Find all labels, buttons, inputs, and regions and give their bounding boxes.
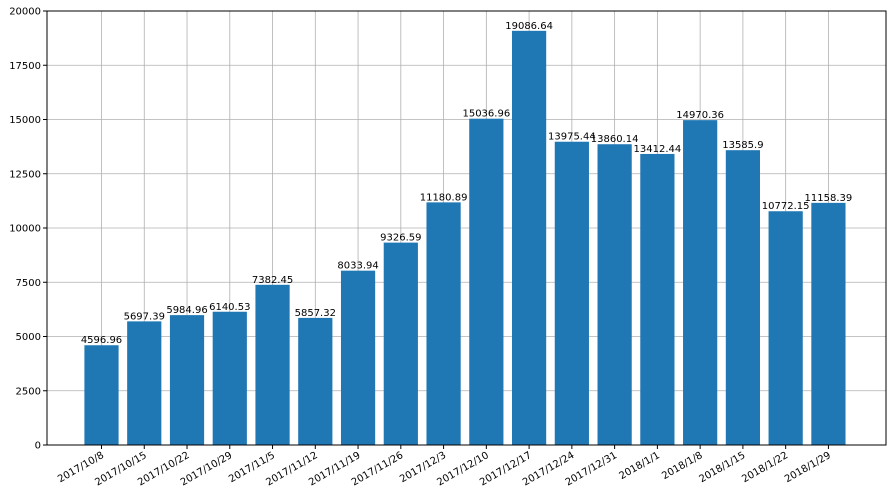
x-tick-label: 2018/1/15 xyxy=(697,450,747,485)
bars xyxy=(84,30,846,445)
y-tick-label: 17500 xyxy=(9,61,41,72)
bar xyxy=(469,118,504,445)
y-tick-label: 0 xyxy=(35,441,41,452)
bar-value-label: 4596.96 xyxy=(81,335,122,346)
bar xyxy=(298,317,333,445)
bar-value-label: 8033.94 xyxy=(337,261,378,272)
y-tick-label: 20000 xyxy=(9,7,41,18)
y-axis-ticks: 0 2500 5000 7500 10000 12500 15000 17500 20000 xyxy=(9,7,47,452)
y-tick-label: 5000 xyxy=(16,332,41,343)
x-tick-label: 2018/1/22 xyxy=(740,450,790,485)
bar-value-label: 6140.53 xyxy=(209,302,250,313)
bar xyxy=(255,284,290,445)
bar xyxy=(84,345,119,445)
bar-value-label: 9326.59 xyxy=(380,233,421,244)
bar-value-label: 5697.39 xyxy=(124,311,165,322)
bar xyxy=(512,30,547,445)
bar xyxy=(340,270,376,445)
bar-value-label: 5984.96 xyxy=(166,305,207,316)
x-axis-ticks: 2017/10/82017/10/152017/10/222017/10/292… xyxy=(56,445,833,488)
bar xyxy=(127,321,162,445)
y-tick-label: 12500 xyxy=(9,169,41,180)
x-tick-label: 2018/1/1 xyxy=(617,450,661,482)
y-tick-label: 7500 xyxy=(16,278,41,289)
bar-value-label: 10772.15 xyxy=(762,201,810,212)
bar-value-label: 13412.44 xyxy=(634,144,682,155)
plot-frame xyxy=(46,10,887,446)
bar xyxy=(212,311,247,445)
bar-value-label: 11180.89 xyxy=(420,192,468,203)
bar xyxy=(683,120,718,445)
y-tick-label: 10000 xyxy=(9,224,41,235)
bar xyxy=(426,202,461,445)
bar-value-label: 19086.64 xyxy=(505,21,553,32)
bar xyxy=(597,144,632,445)
bar xyxy=(169,315,205,445)
bar-value-label: 5857.32 xyxy=(295,308,336,319)
bar-value-label: 13975.44 xyxy=(548,132,596,143)
bar xyxy=(640,153,675,445)
bar-value-label: 7382.45 xyxy=(252,275,293,286)
bar-value-label: 11158.39 xyxy=(805,193,853,204)
bar xyxy=(383,242,418,445)
bar-value-label: 14970.36 xyxy=(676,110,724,121)
bar xyxy=(811,202,846,445)
bar xyxy=(554,141,589,445)
bar-value-label: 13585.9 xyxy=(722,140,763,151)
bar xyxy=(725,150,760,445)
x-tick-label: 2018/1/29 xyxy=(783,450,833,485)
y-tick-label: 2500 xyxy=(16,386,41,397)
bar-value-label: 13860.14 xyxy=(591,134,639,145)
bar xyxy=(768,211,803,445)
bar-value-label: 15036.96 xyxy=(462,109,510,120)
y-tick-label: 15000 xyxy=(9,115,41,126)
